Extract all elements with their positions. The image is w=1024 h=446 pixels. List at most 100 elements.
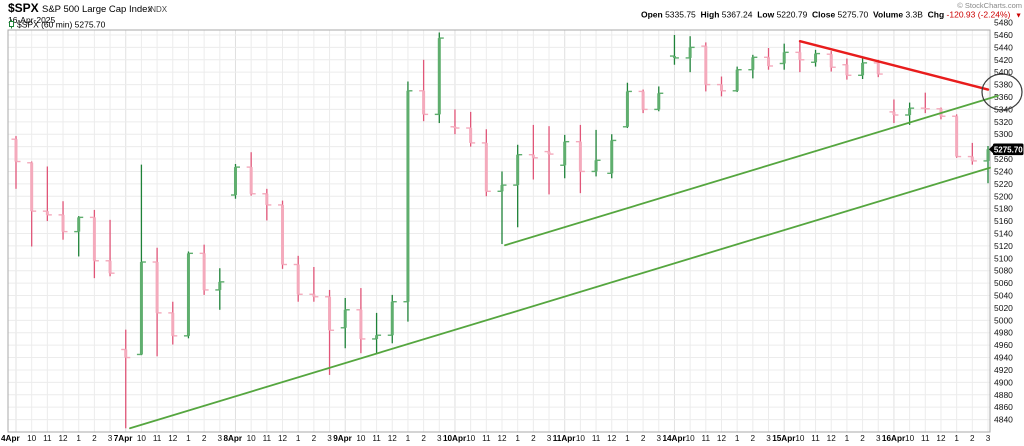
x-axis-hour-label: 11 xyxy=(921,434,930,443)
candle xyxy=(669,34,679,65)
candle xyxy=(842,58,852,80)
y-axis-label: 4900 xyxy=(994,377,1013,387)
x-axis-day-label: 4Apr xyxy=(1,434,20,443)
x-axis-hour-label: 10 xyxy=(576,434,586,443)
x-axis-day-label: 15Apr xyxy=(772,434,796,443)
x-axis-hour-label: 2 xyxy=(312,434,317,443)
candle xyxy=(748,54,758,79)
candle xyxy=(246,152,256,196)
quote-label: Close xyxy=(812,10,838,20)
candle xyxy=(136,164,146,356)
y-axis-label: 5200 xyxy=(994,191,1013,201)
candle xyxy=(481,129,491,197)
x-axis-hour-label: 1 xyxy=(845,434,850,443)
x-axis-hour-label: 12 xyxy=(936,434,946,443)
x-axis-hour-label: 11 xyxy=(263,434,272,443)
x-axis-day-label: 16Apr xyxy=(882,434,906,443)
x-axis-hour-label: 2 xyxy=(860,434,865,443)
candle xyxy=(638,89,648,114)
y-axis-label: 5220 xyxy=(994,179,1013,189)
candle xyxy=(262,188,272,221)
y-axis-label: 5320 xyxy=(994,117,1013,127)
candle xyxy=(497,171,507,245)
quote-value: 5220.79 xyxy=(777,10,812,20)
y-axis-label: 4940 xyxy=(994,353,1013,363)
x-axis-hour-label: 1 xyxy=(296,434,301,443)
ohlc-quote-row: Open 5335.75 High 5367.24 Low 5220.79 Cl… xyxy=(641,10,1022,20)
candle xyxy=(764,47,774,70)
x-axis-hour-label: 1 xyxy=(954,434,959,443)
candle xyxy=(450,109,460,135)
x-axis-hour-label: 3 xyxy=(876,434,881,443)
quote-value: -120.93 (-2.24%) xyxy=(947,10,1016,20)
candle xyxy=(309,266,319,302)
x-axis-day-label: 14Apr xyxy=(662,434,686,443)
y-axis-label: 4840 xyxy=(994,415,1013,425)
y-axis-label: 5000 xyxy=(994,315,1013,325)
x-axis-hour-label: 3 xyxy=(108,434,113,443)
candle xyxy=(513,144,523,228)
candle xyxy=(575,124,585,194)
y-axis-label: 5020 xyxy=(994,303,1013,313)
x-axis-hour-label: 1 xyxy=(406,434,411,443)
last-price-pointer xyxy=(989,145,993,154)
x-axis-hour-label: 12 xyxy=(278,434,288,443)
y-axis-label: 4860 xyxy=(994,402,1013,412)
y-axis-label: 5420 xyxy=(994,55,1013,65)
candle xyxy=(27,161,37,247)
y-axis-label: 5240 xyxy=(994,166,1013,176)
candle xyxy=(89,209,99,279)
x-axis-hour-label: 1 xyxy=(186,434,191,443)
candle xyxy=(889,99,899,124)
y-axis-label: 5140 xyxy=(994,228,1013,238)
x-axis-hour-label: 12 xyxy=(58,434,68,443)
x-axis-hour-label: 3 xyxy=(986,434,991,443)
candle xyxy=(152,247,162,357)
y-axis-label: 5260 xyxy=(994,154,1013,164)
candle xyxy=(795,41,805,73)
candle xyxy=(622,82,632,129)
quote-value: 5275.70 xyxy=(838,10,873,20)
x-axis-hour-label: 11 xyxy=(482,434,491,443)
candle xyxy=(183,251,193,339)
x-axis-hour-label: 11 xyxy=(43,434,52,443)
y-axis-label: 5360 xyxy=(994,92,1013,102)
x-axis-hour-label: 12 xyxy=(497,434,507,443)
x-axis-hour-label: 1 xyxy=(735,434,740,443)
candlestick-icon xyxy=(9,19,14,29)
y-axis-label: 4920 xyxy=(994,365,1013,375)
x-axis-day-label: 8Apr xyxy=(223,434,242,443)
quote-label: Open xyxy=(641,10,665,20)
y-axis-label: 4960 xyxy=(994,340,1013,350)
candle xyxy=(591,129,601,177)
y-axis-label: 5380 xyxy=(994,80,1013,90)
x-axis-hour-label: 3 xyxy=(766,434,771,443)
candle xyxy=(325,289,335,375)
candle xyxy=(199,244,209,295)
x-axis-hour-label: 10 xyxy=(905,434,915,443)
y-axis-label: 4880 xyxy=(994,390,1013,400)
x-axis-hour-label: 11 xyxy=(702,434,711,443)
x-axis-hour-label: 2 xyxy=(641,434,646,443)
candle xyxy=(278,200,288,269)
x-axis-hour-label: 11 xyxy=(592,434,601,443)
candle xyxy=(419,59,429,122)
x-axis-hour-label: 10 xyxy=(795,434,805,443)
quote-value: 3.3B xyxy=(905,10,927,20)
candle xyxy=(372,312,382,354)
candle xyxy=(230,164,240,199)
x-axis-hour-label: 3 xyxy=(656,434,661,443)
candle xyxy=(952,114,962,158)
candle xyxy=(356,288,366,354)
x-axis-hour-label: 2 xyxy=(751,434,756,443)
candle xyxy=(716,76,726,97)
x-axis-day-label: 10Apr xyxy=(443,434,467,443)
x-axis-day-label: 9Apr xyxy=(333,434,352,443)
trendline-uptrend-support-long xyxy=(129,166,991,430)
last-price-label: 5275.70 xyxy=(994,145,1023,154)
y-axis-label: 5180 xyxy=(994,204,1013,214)
candle xyxy=(811,49,821,67)
copyright: © StockCharts.com xyxy=(957,1,1022,10)
x-axis-hour-label: 10 xyxy=(686,434,696,443)
